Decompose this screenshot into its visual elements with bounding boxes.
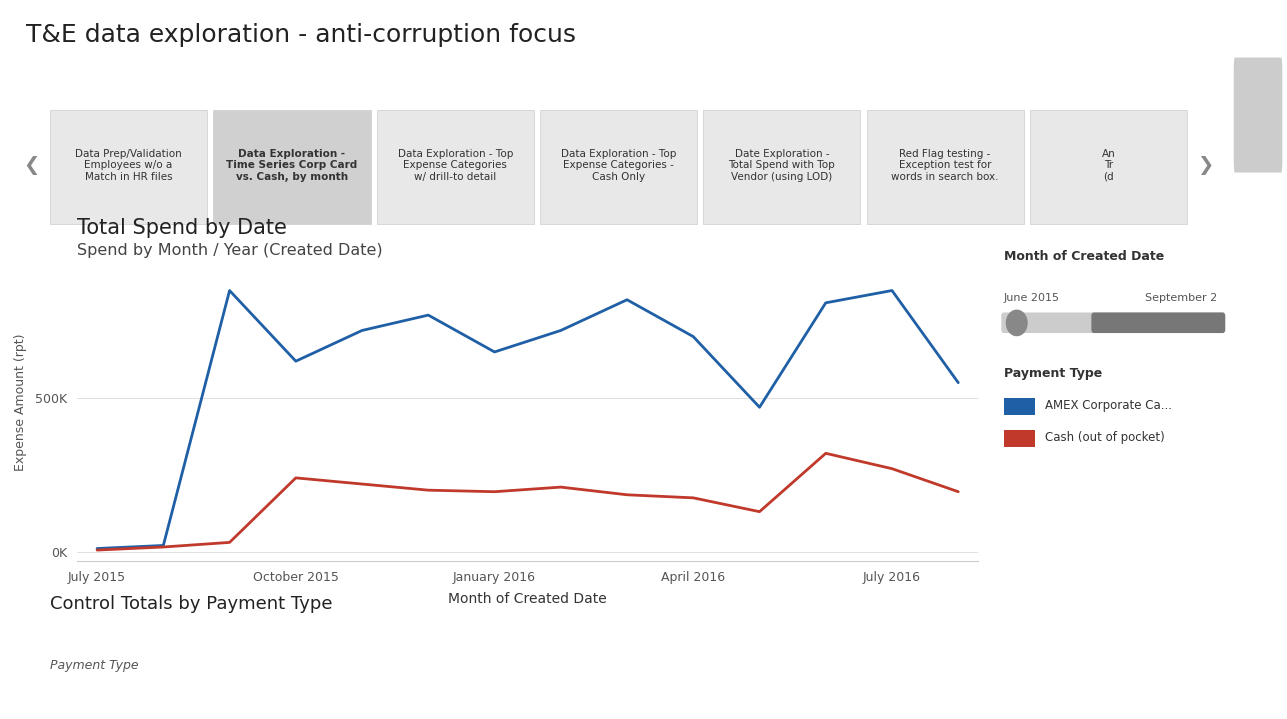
Text: Spend by Month / Year (Created Date): Spend by Month / Year (Created Date)	[77, 243, 382, 258]
Text: Cash (out of pocket): Cash (out of pocket)	[1045, 431, 1165, 444]
FancyBboxPatch shape	[703, 110, 861, 224]
Circle shape	[1006, 311, 1027, 336]
Text: June 2015: June 2015	[1004, 293, 1060, 303]
Text: Control Totals by Payment Type: Control Totals by Payment Type	[50, 595, 332, 613]
Text: ❮: ❮	[23, 156, 40, 175]
FancyBboxPatch shape	[1234, 58, 1282, 173]
Text: Date Exploration -
Total Spend with Top
Vendor (using LOD): Date Exploration - Total Spend with Top …	[728, 149, 835, 182]
Text: Month of Created Date: Month of Created Date	[1004, 250, 1165, 263]
Text: An
Tr
(d: An Tr (d	[1102, 149, 1116, 182]
Text: Data Exploration - Top
Expense Categories -
Cash Only: Data Exploration - Top Expense Categorie…	[561, 149, 676, 182]
Text: Data Prep/Validation
Employees w/o a
Match in HR files: Data Prep/Validation Employees w/o a Mat…	[75, 149, 181, 182]
FancyBboxPatch shape	[1091, 313, 1225, 333]
Text: September 2: September 2	[1145, 293, 1218, 303]
Bar	[1004, 429, 1035, 447]
FancyBboxPatch shape	[1001, 313, 1225, 333]
Bar	[1004, 398, 1035, 416]
Text: Payment Type: Payment Type	[1004, 367, 1102, 380]
Y-axis label: Expense Amount (rpt): Expense Amount (rpt)	[14, 334, 27, 472]
FancyBboxPatch shape	[866, 110, 1024, 224]
Text: AMEX Corporate Ca...: AMEX Corporate Ca...	[1045, 399, 1172, 412]
X-axis label: Month of Created Date: Month of Created Date	[448, 592, 607, 606]
Text: T&E data exploration - anti-corruption focus: T&E data exploration - anti-corruption f…	[26, 22, 575, 47]
FancyBboxPatch shape	[1030, 110, 1187, 224]
Text: Data Exploration - Top
Expense Categories
w/ drill-to detail: Data Exploration - Top Expense Categorie…	[398, 149, 514, 182]
FancyBboxPatch shape	[50, 110, 207, 224]
Text: Payment Type: Payment Type	[50, 659, 139, 672]
FancyBboxPatch shape	[377, 110, 534, 224]
Text: Data Exploration -
Time Series Corp Card
vs. Cash, by month: Data Exploration - Time Series Corp Card…	[227, 149, 358, 182]
FancyBboxPatch shape	[214, 110, 371, 224]
Text: Red Flag testing -
Exception test for
words in search box.: Red Flag testing - Exception test for wo…	[892, 149, 999, 182]
FancyBboxPatch shape	[541, 110, 698, 224]
Text: ❯: ❯	[1197, 156, 1214, 175]
Text: Total Spend by Date: Total Spend by Date	[77, 218, 287, 238]
